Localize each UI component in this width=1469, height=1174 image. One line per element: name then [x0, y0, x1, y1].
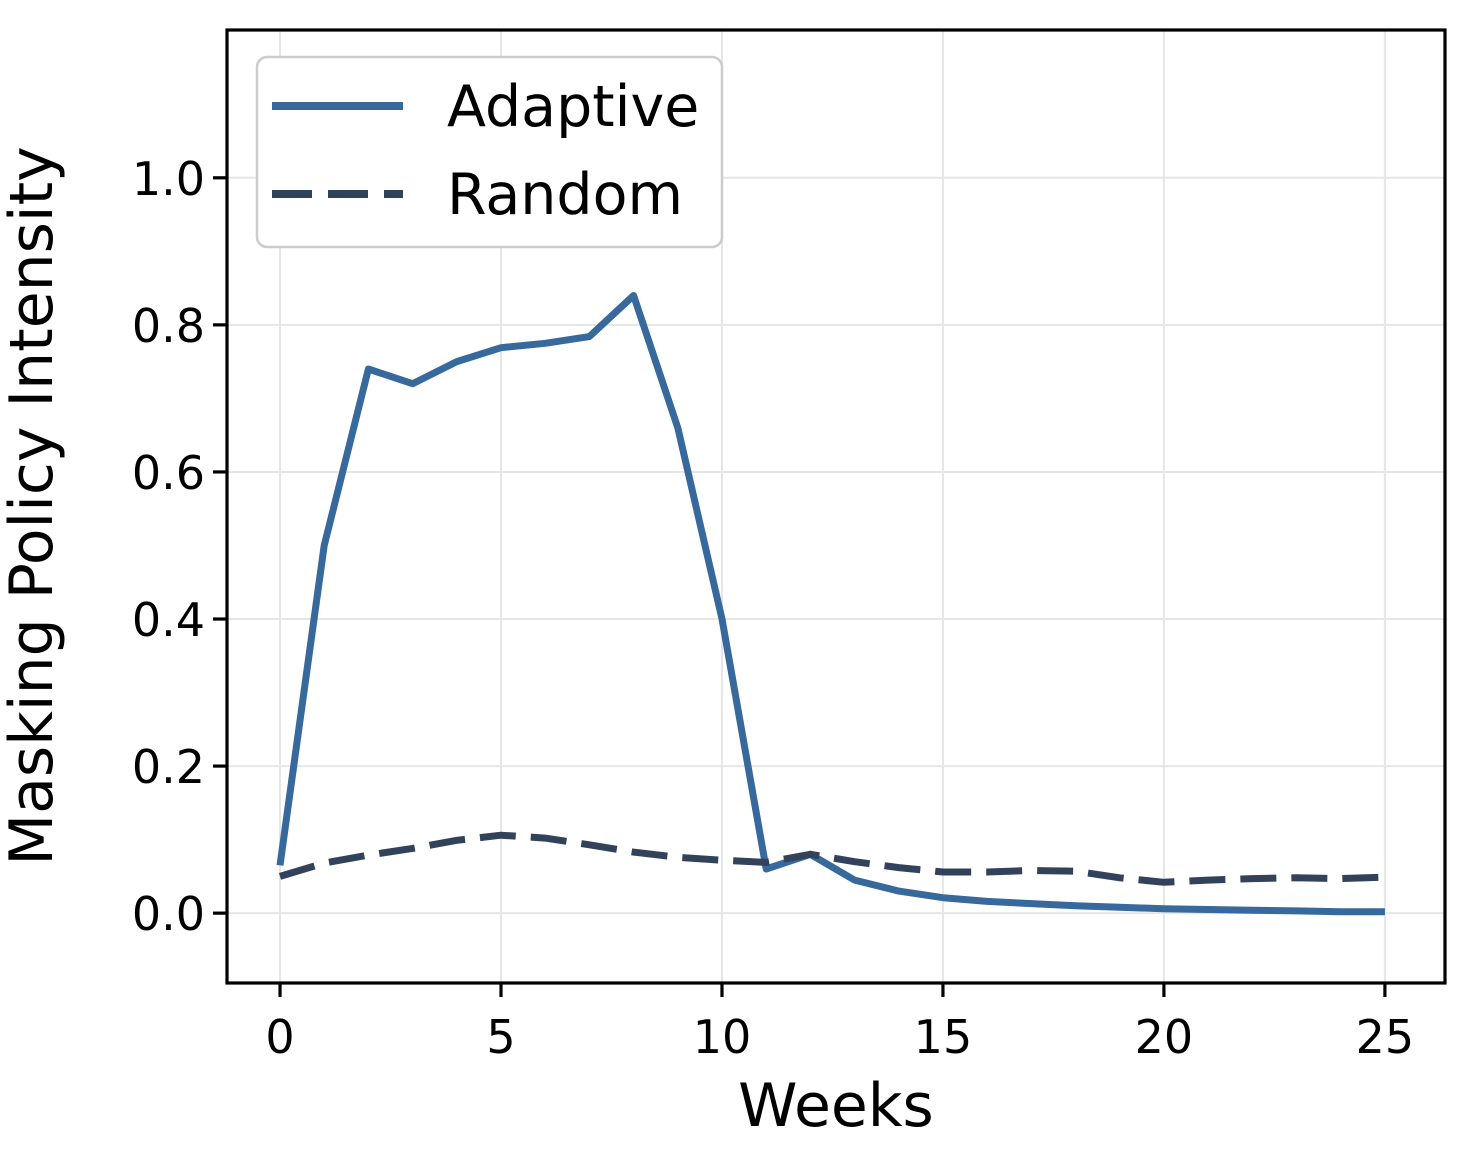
x-tick-label-15: 15	[914, 1010, 973, 1064]
x-tick-label-5: 5	[486, 1010, 515, 1064]
x-tick-label-20: 20	[1135, 1010, 1194, 1064]
x-tick-label-10: 10	[693, 1010, 752, 1064]
y-tick-label-1.0: 1.0	[132, 152, 205, 206]
y-tick-label-0.4: 0.4	[132, 593, 205, 647]
x-tick-label-0: 0	[265, 1010, 294, 1064]
x-axis-title: Weeks	[738, 1071, 934, 1141]
y-tick-label-0.6: 0.6	[132, 446, 205, 500]
series-layer	[276, 292, 1386, 916]
tick-layer: 0 5 10 15 20 25 0.0 0.2 0.4 0.6 0.8 1.0	[132, 152, 1414, 1064]
y-axis-title: Masking Policy Intensity	[0, 146, 67, 865]
random-series-line	[278, 831, 1386, 886]
y-tick-label-0.2: 0.2	[132, 740, 205, 794]
legend-random-label: Random	[447, 162, 683, 228]
y-tick-label-0.0: 0.0	[132, 887, 205, 941]
adaptive-series-line	[276, 292, 1385, 916]
legend: Adaptive Random	[255, 55, 724, 249]
legend-adaptive-label: Adaptive	[447, 74, 699, 140]
x-tick-label-25: 25	[1356, 1010, 1415, 1064]
plot-border	[225, 28, 1447, 985]
y-tick-label-0.8: 0.8	[132, 299, 205, 353]
